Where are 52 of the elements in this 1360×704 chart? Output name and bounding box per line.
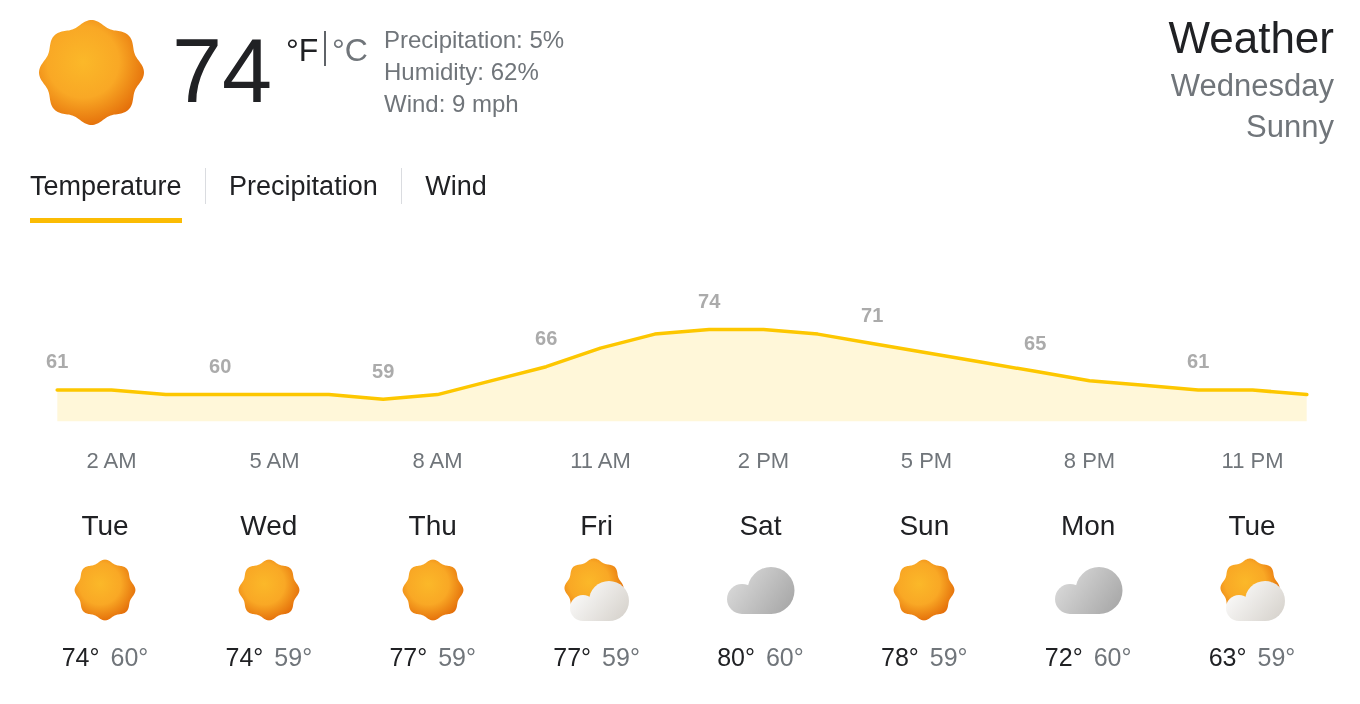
category-label: Wed	[240, 510, 298, 542]
data-label: 61	[1187, 350, 1210, 373]
data-label: 74°	[225, 642, 264, 671]
x-tick-label: 5 PM	[900, 447, 953, 473]
x-tick-label: 11 PM	[1221, 447, 1284, 473]
data-label: 61	[46, 350, 69, 373]
data-label: 63°	[1208, 642, 1247, 671]
x-tick-label: 11 AM	[570, 447, 631, 473]
data-label: 74	[698, 289, 722, 312]
category-label: Mon	[1060, 510, 1116, 542]
text: °C	[332, 31, 368, 68]
text: Temperature	[30, 170, 182, 201]
x-tick-label: 2 PM	[737, 447, 790, 473]
data-label: 80°	[717, 642, 755, 671]
text: Humidity: 62%	[384, 57, 539, 85]
data-label: 59°	[929, 642, 968, 671]
text: Wednesday	[1170, 67, 1334, 103]
text: Sunny	[1246, 108, 1334, 144]
category-label: Thu	[408, 510, 457, 542]
x-tick-label: 5 AM	[249, 447, 300, 473]
data-label: 72°	[1044, 642, 1083, 671]
category-label: Tue	[81, 510, 129, 542]
x-tick-label: 2 AM	[86, 447, 137, 473]
text: Wind: 9 mph	[384, 89, 519, 117]
text: Wind	[425, 170, 487, 201]
data-label: 77°	[553, 642, 592, 671]
text: 74	[172, 20, 273, 121]
data-label: 77°	[389, 642, 428, 671]
data-label: 60	[209, 355, 232, 378]
data-label: 59°	[438, 642, 477, 671]
data-label: 60°	[765, 642, 804, 671]
data-label: 78°	[880, 642, 919, 671]
data-label: 59°	[274, 642, 313, 671]
data-label: 59	[372, 359, 395, 382]
data-label: 66	[535, 327, 558, 350]
data-label: 74°	[61, 642, 100, 671]
data-label: 71	[861, 303, 884, 326]
text: Precipitation: 5%	[384, 25, 565, 53]
data-label: 60°	[1093, 642, 1132, 671]
data-label: 59°	[1257, 642, 1296, 671]
data-label: 59°	[602, 642, 640, 671]
data-label: 65	[1024, 331, 1047, 354]
text: °F	[286, 31, 319, 68]
x-tick-label: 8 PM	[1063, 447, 1116, 473]
data-label: 60°	[110, 642, 149, 671]
text: Precipitation	[229, 170, 378, 201]
category-label: Fri	[580, 510, 613, 542]
category-label: Sun	[899, 510, 950, 542]
text: Weather	[1168, 12, 1334, 62]
x-tick-label: 8 AM	[412, 447, 463, 473]
category-label: Tue	[1228, 510, 1276, 542]
category-label: Sat	[739, 510, 782, 542]
